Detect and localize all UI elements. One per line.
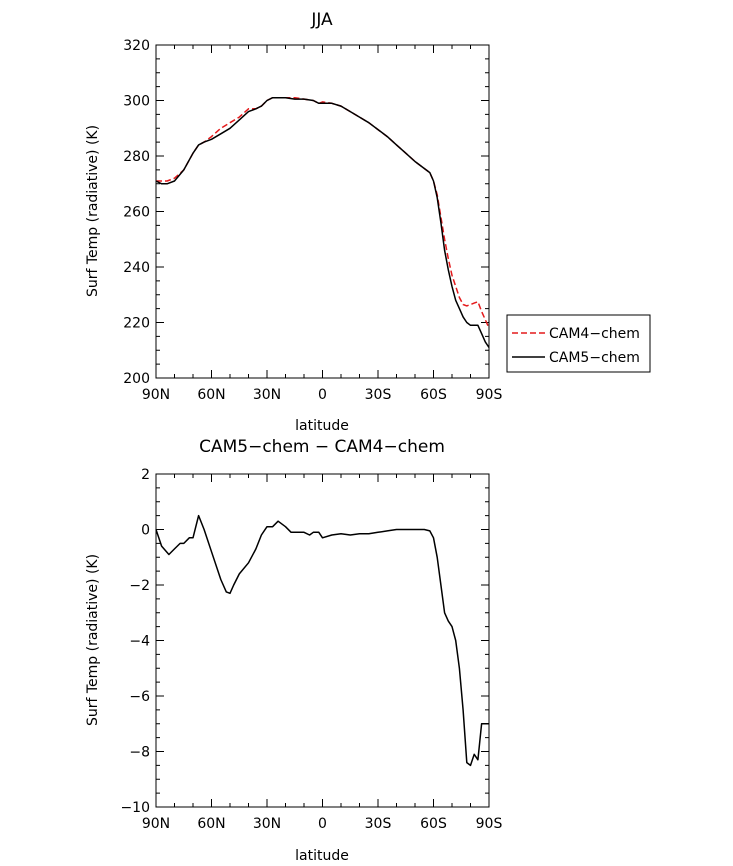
top-series-line-2 (155, 96, 490, 348)
bottom-y-tick-label: −8 (129, 745, 150, 761)
top-x-tick-label: 0 (318, 387, 327, 403)
bottom-x-tick-label: 90N (142, 816, 170, 832)
bottom-x-axis-label: latitude (295, 848, 349, 864)
bottom-axis-ticks (155, 473, 490, 808)
bottom-y-axis-label: Surf Temp (radiative) (K) (85, 554, 101, 726)
top-y-tick-label: 300 (123, 94, 150, 110)
bottom-x-tick-labels: 90N 60N 30N 0 30S 60S 90S (142, 816, 503, 832)
bottom-chart-title: CAM5−chem − CAM4−chem (199, 437, 445, 457)
bottom-x-tick-label: 30N (253, 816, 281, 832)
bottom-y-tick-label: −4 (129, 634, 150, 650)
top-x-tick-label: 30N (253, 387, 281, 403)
top-x-axis-label: latitude (295, 418, 349, 434)
top-x-tick-label: 90N (142, 387, 170, 403)
top-x-tick-label: 60S (420, 387, 447, 403)
bottom-y-tick-label: 2 (141, 467, 150, 483)
top-x-tick-label: 90S (476, 387, 503, 403)
top-y-tick-label: 260 (123, 205, 150, 221)
top-y-tick-label: 220 (123, 316, 150, 332)
top-y-tick-label: 320 (123, 38, 150, 54)
bottom-y-tick-label: −6 (129, 689, 150, 705)
top-panel: JJA 90N 60N 30N 0 30S 60S 90S 200 220 240 260 280 3… (85, 10, 502, 434)
top-y-tick-label: 280 (123, 149, 150, 165)
top-axis-ticks (155, 44, 490, 379)
top-y-axis-label: Surf Temp (radiative) (K) (85, 125, 101, 297)
legend-label-cam5: CAM5−chem (549, 350, 640, 366)
top-y-tick-label: 200 (123, 371, 150, 387)
top-x-tick-label: 60N (197, 387, 225, 403)
bottom-x-tick-label: 90S (476, 816, 503, 832)
bottom-y-tick-labels: −10 −8 −6 −4 −2 0 2 (120, 467, 150, 816)
top-chart-title: JJA (310, 10, 333, 30)
top-y-tick-labels: 200 220 240 260 280 300 320 (123, 38, 150, 387)
bottom-plot-frame (155, 473, 490, 808)
legend-box (506, 314, 651, 373)
top-x-tick-labels: 90N 60N 30N 0 30S 60S 90S (142, 387, 503, 403)
bottom-x-tick-label: 60N (197, 816, 225, 832)
bottom-x-tick-label: 60S (420, 816, 447, 832)
bottom-x-tick-label: 0 (318, 816, 327, 832)
top-x-tick-label: 30S (365, 387, 392, 403)
bottom-x-tick-label: 30S (365, 816, 392, 832)
legend: CAM4−chem CAM5−chem (506, 314, 651, 373)
bottom-series-line-1 (155, 514, 489, 767)
bottom-series-lines (155, 514, 489, 767)
bottom-y-tick-label: −2 (129, 578, 150, 594)
top-y-tick-label: 240 (123, 260, 150, 276)
bottom-panel: CAM5−chem − CAM4−chem 90N 60N 30N 0 30S 60S 90… (85, 437, 502, 864)
legend-label-cam4: CAM4−chem (549, 326, 640, 342)
top-series-lines (155, 96, 490, 348)
bottom-y-tick-label: 0 (141, 523, 150, 539)
bottom-y-tick-label: −10 (120, 800, 150, 816)
